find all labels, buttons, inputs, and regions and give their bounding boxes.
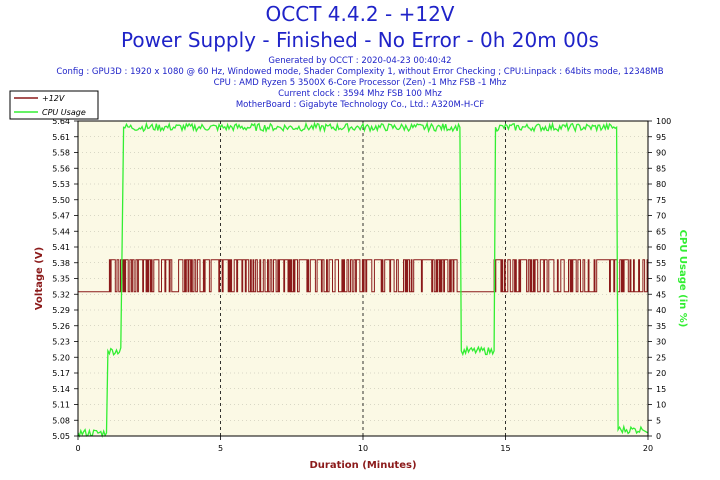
y-right-tick-label: 5 (656, 416, 661, 425)
y-axis-left-label: Voltage (V) (34, 247, 45, 310)
y-left-tick-label: 5.53 (52, 180, 70, 189)
y-right-tick-label: 90 (656, 149, 666, 158)
info-config: Config : GPU3D : 1920 x 1080 @ 60 Hz, Wi… (56, 67, 664, 77)
y-left-tick-label: 5.47 (52, 212, 70, 221)
y-right-tick-label: 65 (656, 227, 666, 236)
y-axis-right-label: CPU Usage (in %) (677, 230, 688, 328)
x-tick-label: 10 (358, 444, 368, 453)
y-right-tick-label: 25 (656, 353, 666, 362)
y-left-tick-label: 5.41 (52, 243, 70, 252)
y-right-tick-label: 70 (656, 212, 666, 221)
info-clock: Current clock : 3594 Mhz FSB 100 Mhz (278, 89, 442, 99)
legend: +12V CPU Usage (9, 90, 99, 120)
y-right-tick-label: 95 (656, 133, 666, 142)
y-right-tick-label: 35 (656, 322, 666, 331)
y-left-tick-label: 5.05 (52, 432, 70, 441)
y-right-tick-label: 100 (656, 117, 671, 126)
legend-label-voltage: +12V (42, 94, 65, 103)
x-tick-label: 5 (218, 444, 223, 453)
y-left-tick-label: 5.44 (52, 227, 70, 236)
x-tick-label: 15 (500, 444, 510, 453)
series-voltage-line (78, 259, 648, 293)
y-left-tick-label: 5.38 (52, 259, 70, 268)
tick-labels: 5.64 5.61 5.58 5.56 5.53 5.50 5.47 5.44 5.41 5.38… (52, 117, 671, 453)
y-right-tick-label: 85 (656, 164, 666, 173)
y-left-tick-label: 5.08 (52, 416, 70, 425)
series-group (77, 121, 649, 439)
legend-label-cpu: CPU Usage (42, 108, 86, 117)
y-right-tick-label: 60 (656, 243, 666, 252)
y-left-tick-label: 5.32 (52, 290, 70, 299)
y-left-tick-label: 5.64 (52, 117, 70, 126)
info-motherboard: MotherBoard : Gigabyte Technology Co., L… (235, 100, 485, 110)
y-right-tick-label: 10 (656, 401, 666, 410)
y-right-tick-label: 50 (656, 275, 666, 284)
y-left-tick-label: 5.29 (52, 306, 70, 315)
x-tick-label: 0 (75, 444, 80, 453)
y-right-tick-label: 55 (656, 259, 666, 268)
y-left-tick-label: 5.23 (52, 338, 70, 347)
y-left-tick-label: 5.61 (52, 133, 70, 142)
info-cpu: CPU : AMD Ryzen 5 3500X 6-Core Processor… (213, 78, 507, 88)
y-left-tick-label: 5.56 (52, 164, 70, 173)
series-cpu-line (77, 121, 649, 439)
y-left-tick-label: 5.58 (52, 149, 70, 158)
y-left-tick-label: 5.11 (52, 401, 70, 410)
y-left-tick-label: 5.20 (52, 353, 70, 362)
chart-title: OCCT 4.4.2 - +12V (265, 2, 455, 26)
y-right-tick-label: 15 (656, 385, 666, 394)
x-axis-label: Duration (Minutes) (309, 460, 416, 471)
y-left-tick-label: 5.35 (52, 275, 70, 284)
y-right-tick-label: 80 (656, 180, 666, 189)
chart-subtitle: Power Supply - Finished - No Error - 0h … (121, 28, 599, 52)
x-tick-label: 20 (643, 444, 653, 453)
y-right-tick-label: 20 (656, 369, 666, 378)
y-left-tick-label: 5.14 (52, 385, 70, 394)
y-right-tick-label: 75 (656, 196, 666, 205)
y-left-tick-label: 5.17 (52, 369, 70, 378)
y-right-tick-label: 30 (656, 338, 666, 347)
y-left-tick-label: 5.26 (52, 322, 70, 331)
info-generated: Generated by OCCT : 2020-04-23 00:40:42 (268, 56, 452, 66)
y-right-tick-label: 45 (656, 290, 666, 299)
y-left-tick-label: 5.50 (52, 196, 70, 205)
y-right-tick-label: 40 (656, 306, 666, 315)
y-right-tick-label: 0 (656, 432, 661, 441)
legend-box (9, 90, 99, 120)
